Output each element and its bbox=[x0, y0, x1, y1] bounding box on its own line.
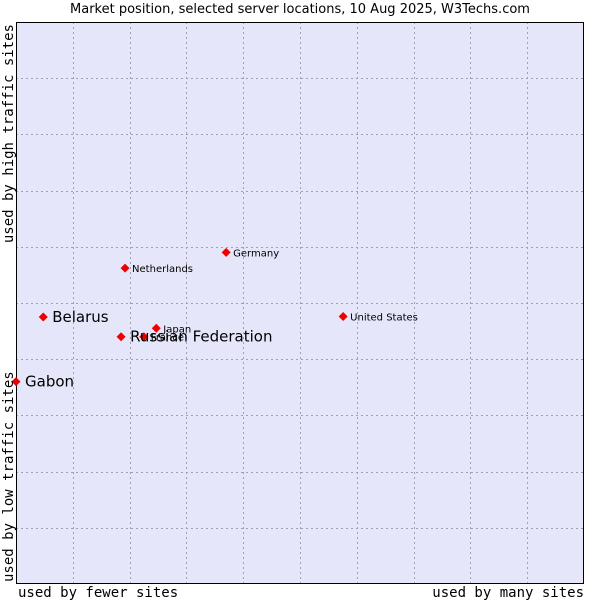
data-point-label: France bbox=[151, 333, 184, 344]
plot-frame bbox=[16, 22, 584, 584]
data-point-marker bbox=[120, 263, 130, 273]
data-point-marker bbox=[38, 312, 48, 322]
data-point-label: Russian Federation bbox=[130, 328, 272, 346]
data-point-label: Gabon bbox=[25, 373, 74, 391]
data-point-marker bbox=[221, 247, 231, 257]
data-points: Gabon Belarus Russian Federation Netherland… bbox=[11, 247, 418, 391]
data-point-marker bbox=[11, 377, 21, 387]
data-point-label: Netherlands bbox=[132, 264, 193, 275]
data-point-label: United States bbox=[350, 312, 418, 323]
data-point-marker bbox=[338, 311, 348, 321]
data-point-marker bbox=[139, 332, 149, 342]
data-point-marker bbox=[151, 323, 161, 333]
data-point-label: Japan bbox=[162, 324, 191, 335]
x-axis-label-right: used by many sites bbox=[432, 585, 584, 600]
data-point-marker bbox=[116, 332, 126, 342]
y-axis-label-top: used by high traffic sites bbox=[1, 24, 17, 243]
x-axis-label-left: used by fewer sites bbox=[18, 585, 178, 600]
chart-title: Market position, selected server locatio… bbox=[70, 2, 530, 17]
y-axis-label-bottom: used by low traffic sites bbox=[1, 371, 17, 582]
grid-lines bbox=[16, 22, 584, 584]
data-point-label: Germany bbox=[233, 248, 279, 259]
data-point-label: Belarus bbox=[52, 308, 109, 326]
